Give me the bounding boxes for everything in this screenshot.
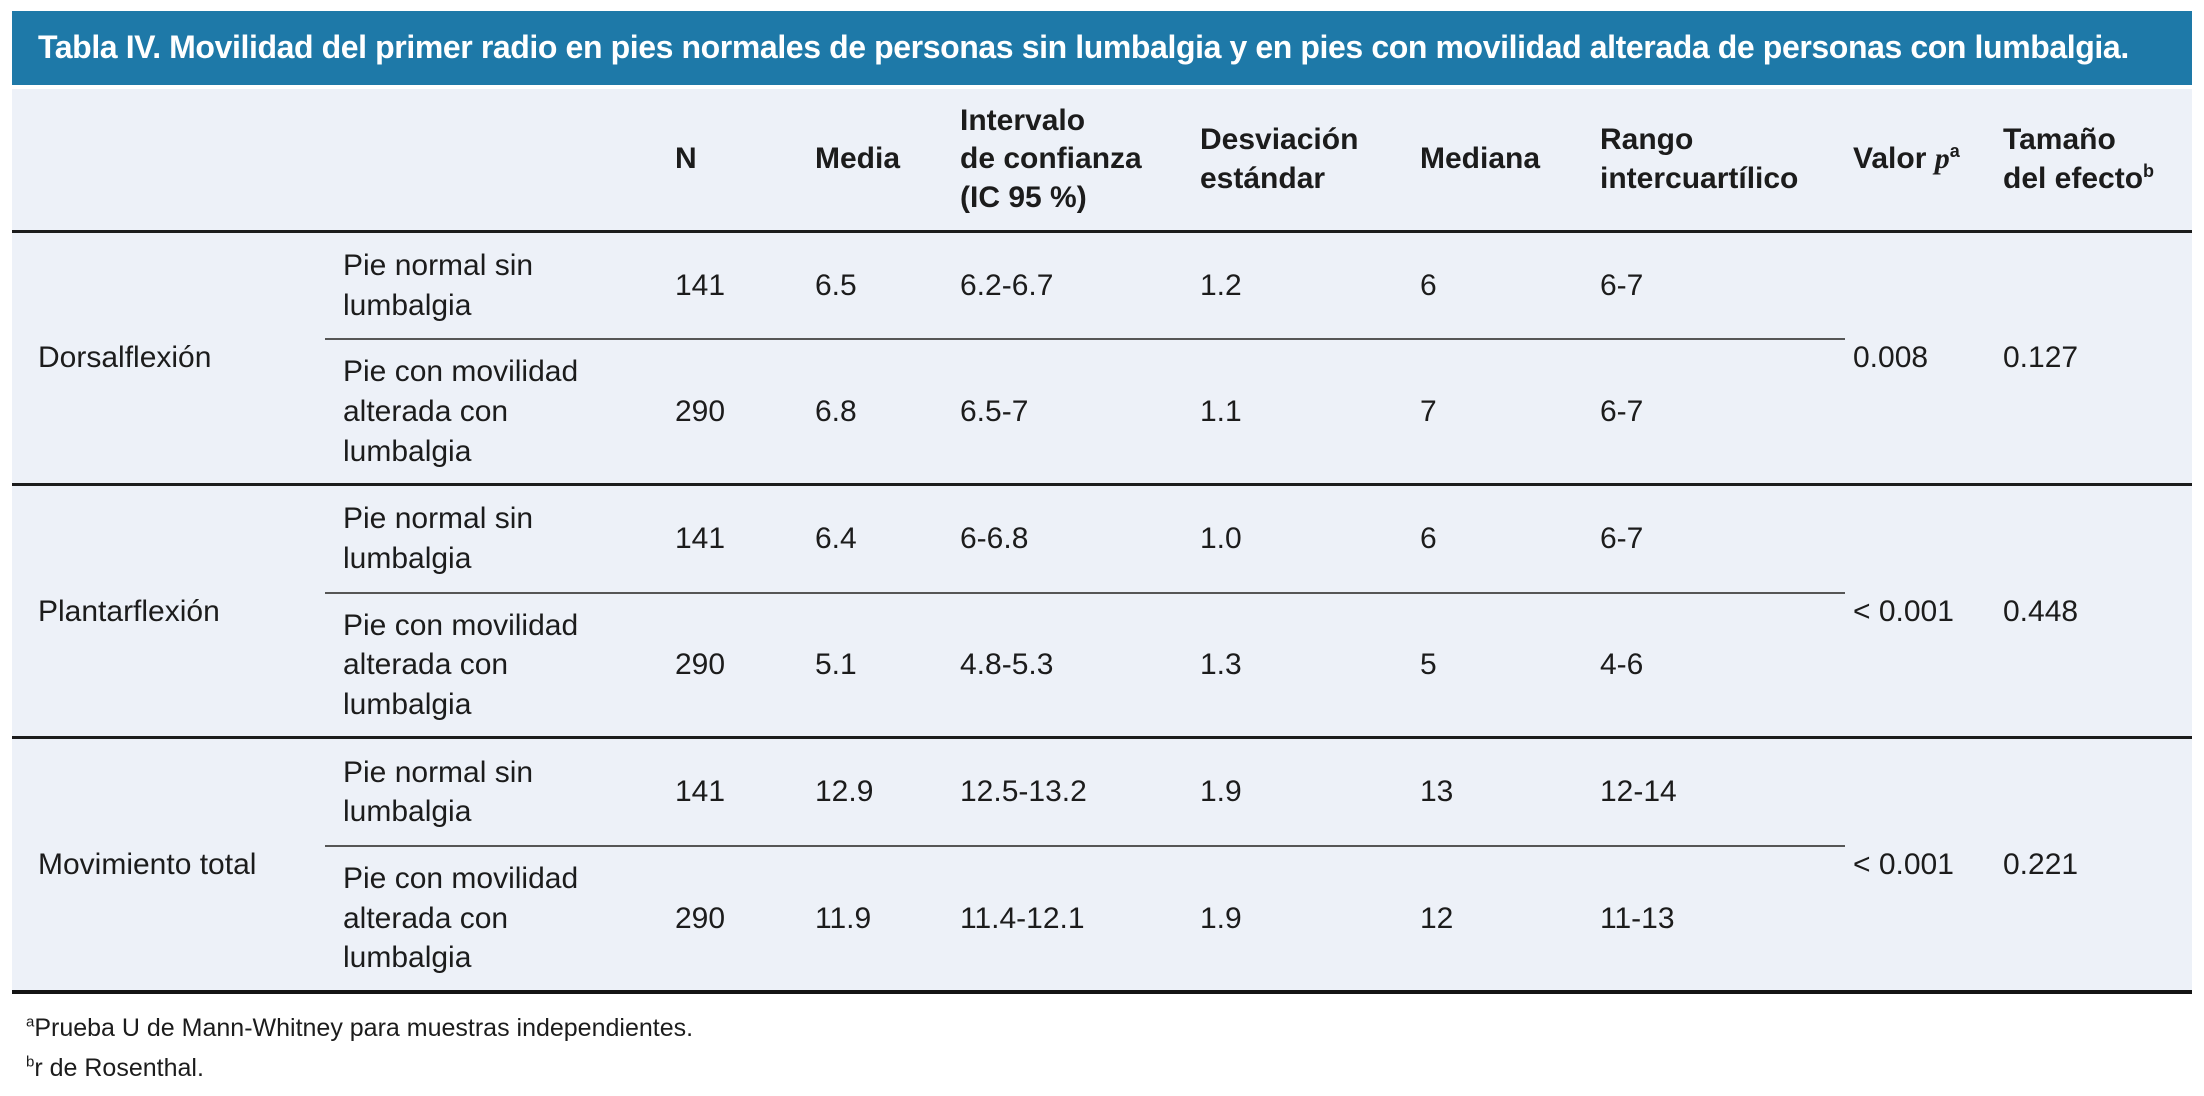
cell-ic: 4.8-5.3: [960, 648, 1054, 682]
header-ic-line1: Intervalo: [960, 104, 1086, 138]
cell-rango: 4-6: [1600, 648, 1644, 682]
header-valor-p-text: Valor: [1853, 142, 1935, 176]
header-ic: Intervalo de confianza (IC 95 %): [945, 89, 1185, 231]
row-label: Pie con movilidad alterada con lumbalgia: [343, 608, 579, 721]
cell-ic: 6.2-6.7: [945, 231, 1185, 341]
cell-ic: 6-6.8: [945, 484, 1185, 594]
cell-n: 290: [675, 648, 726, 682]
table-header: N Media Intervalo de confianza (IC 95 %)…: [12, 89, 2192, 232]
cell-valor-p: < 0.001: [1853, 847, 1954, 881]
cell-mediana: 6: [1405, 484, 1585, 594]
cell-valor-p: 0.008: [1853, 341, 1929, 375]
cell-media: 6.5: [800, 231, 945, 341]
table-title: Tabla IV. Movilidad del primer radio en …: [38, 29, 2129, 65]
table-row: Dorsalflexión Pie normal sin lumbalgia 1…: [12, 231, 2192, 374]
cell-n: 290: [675, 394, 726, 428]
cell-mediana: 7: [1420, 394, 1437, 428]
cell-efecto: 0.221: [2003, 847, 2079, 881]
header-efecto: Tamaño del efectob: [1995, 89, 2192, 231]
header-valor-p-symbol: p: [1934, 142, 1950, 176]
header-mediana: Mediana: [1420, 142, 1541, 176]
header-media: Media: [815, 142, 901, 176]
header-ic-line2: de confianza: [960, 142, 1142, 176]
cell-ic: 12.5-13.2: [945, 737, 1185, 847]
row-label: Pie normal sin lumbalgia: [325, 737, 660, 847]
cell-desviacion: 1.3: [1200, 648, 1242, 682]
cell-media: 6.8: [815, 394, 857, 428]
table-row: Pie con movilidad alterada con lumbalgia…: [12, 593, 2192, 738]
row-label: Pie con movilidad alterada con lumbalgia: [343, 861, 579, 975]
section-plantarflexion: Plantarflexión Pie normal sin lumbalgia …: [12, 484, 2192, 738]
header-efecto-line1: Tamaño: [2003, 123, 2116, 157]
cell-mediana: 6: [1405, 231, 1585, 341]
header-rango-line1: Rango: [1600, 123, 1694, 157]
row-label: Pie normal sin lumbalgia: [325, 231, 660, 341]
header-desviacion: Desviación estándar: [1185, 89, 1405, 231]
header-desviacion-line1: Desviación: [1200, 123, 1359, 157]
header-ic-line3: (IC 95 %): [960, 180, 1087, 214]
table-row: Movimiento total Pie normal sin lumbalgi…: [12, 737, 2192, 881]
cell-desviacion: 1.2: [1185, 231, 1405, 341]
header-desviacion-line2: estándar: [1200, 161, 1326, 195]
cell-media: 6.4: [800, 484, 945, 594]
header-valor-p: Valor pa: [1845, 89, 1995, 231]
cell-mediana: 13: [1405, 737, 1585, 847]
header-row: N Media Intervalo de confianza (IC 95 %)…: [12, 89, 2192, 231]
header-efecto-line2: del efectob: [2003, 160, 2184, 198]
section-dorsalflexion: Dorsalflexión Pie normal sin lumbalgia 1…: [12, 231, 2192, 484]
row-label: Pie con movilidad alterada con lumbalgia: [343, 355, 579, 468]
cell-valor-p: < 0.001: [1853, 594, 1954, 628]
cell-efecto: 0.127: [2003, 341, 2079, 375]
cell-rango: 11-13: [1600, 901, 1675, 935]
footnote-a-sup: a: [26, 1013, 35, 1031]
table-title-bar: Tabla IV. Movilidad del primer radio en …: [12, 11, 2192, 86]
footnote-a-text: Prueba U de Mann-Whitney para muestras i…: [34, 1013, 694, 1042]
cell-rango: 6-7: [1585, 231, 1845, 341]
cell-mediana: 5: [1420, 648, 1437, 682]
header-efecto-sup: b: [2143, 160, 2155, 181]
cell-ic: 6.5-7: [960, 394, 1029, 428]
table-row: Plantarflexión Pie normal sin lumbalgia …: [12, 484, 2192, 628]
footnote-b-sup: b: [26, 1053, 35, 1071]
cell-desviacion: 1.0: [1185, 484, 1405, 594]
group-label: Movimiento total: [38, 847, 257, 881]
cell-n: 141: [660, 484, 800, 594]
header-valor-p-sup: a: [1949, 141, 1960, 162]
cell-rango: 12-14: [1585, 737, 1845, 847]
cell-n: 141: [660, 231, 800, 341]
footnotes: aPrueba U de Mann-Whitney para muestras …: [12, 993, 2192, 1089]
cell-ic: 11.4-12.1: [960, 901, 1085, 935]
header-n: N: [675, 142, 697, 176]
header-sublabel: [325, 89, 660, 231]
cell-n: 290: [675, 901, 726, 935]
cell-efecto: 0.448: [2003, 594, 2079, 628]
cell-n: 141: [660, 737, 800, 847]
section-movimiento-total: Movimiento total Pie normal sin lumbalgi…: [12, 737, 2192, 992]
footnote-b: br de Rosenthal.: [26, 1048, 2192, 1089]
cell-desviacion: 1.1: [1200, 394, 1242, 428]
footnote-b-text: r de Rosenthal.: [34, 1054, 204, 1083]
header-efecto-line2-text: del efecto: [2003, 161, 2144, 195]
cell-media: 5.1: [815, 648, 857, 682]
cell-mediana: 12: [1420, 901, 1454, 935]
header-rango-line2: intercuartílico: [1600, 161, 1799, 195]
cell-media: 12.9: [800, 737, 945, 847]
cell-media: 11.9: [815, 901, 872, 935]
footnote-a: aPrueba U de Mann-Whitney para muestras …: [26, 1008, 2192, 1049]
cell-rango: 6-7: [1600, 394, 1644, 428]
cell-desviacion: 1.9: [1185, 737, 1405, 847]
group-label: Dorsalflexión: [38, 341, 212, 375]
cell-desviacion: 1.9: [1200, 901, 1242, 935]
header-group: [12, 89, 325, 231]
table-row: Pie con movilidad alterada con lumbalgia…: [12, 339, 2192, 484]
row-label: Pie normal sin lumbalgia: [325, 484, 660, 594]
group-label: Plantarflexión: [38, 594, 220, 628]
table-row: Pie con movilidad alterada con lumbalgia…: [12, 846, 2192, 992]
cell-rango: 6-7: [1585, 484, 1845, 594]
header-rango: Rango intercuartílico: [1585, 89, 1845, 231]
stats-table: N Media Intervalo de confianza (IC 95 %)…: [12, 89, 2192, 994]
